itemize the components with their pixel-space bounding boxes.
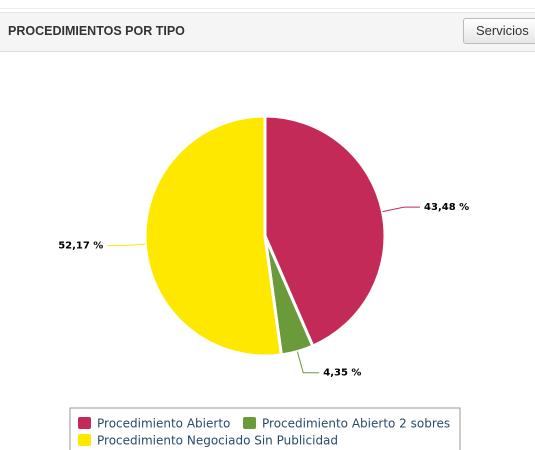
pie-slice	[143, 114, 284, 358]
legend-swatch	[78, 434, 91, 446]
services-button[interactable]: Servicios	[463, 18, 535, 44]
legend-swatch	[78, 417, 91, 429]
data-label: 52,17 %	[58, 241, 103, 252]
legend-box	[69, 407, 461, 450]
label-connector	[296, 351, 320, 374]
data-label: 4,35 %	[323, 368, 361, 379]
panel-title: PROCEDIMIENTOS POR TIPO	[8, 24, 185, 38]
legend-swatch	[243, 417, 256, 429]
legend-label: Procedimiento Abierto	[97, 417, 230, 431]
data-label: 43,48 %	[424, 202, 469, 213]
legend-label: Procedimiento Abierto 2 sobres	[262, 417, 450, 431]
label-connector	[382, 206, 421, 213]
panel-header: PROCEDIMIENTOS POR TIPO Servicios	[0, 12, 535, 52]
tab-strip	[0, 0, 535, 9]
label-connector	[107, 243, 146, 247]
legend-label: Procedimiento Negociado Sin Publicidad	[97, 434, 338, 448]
